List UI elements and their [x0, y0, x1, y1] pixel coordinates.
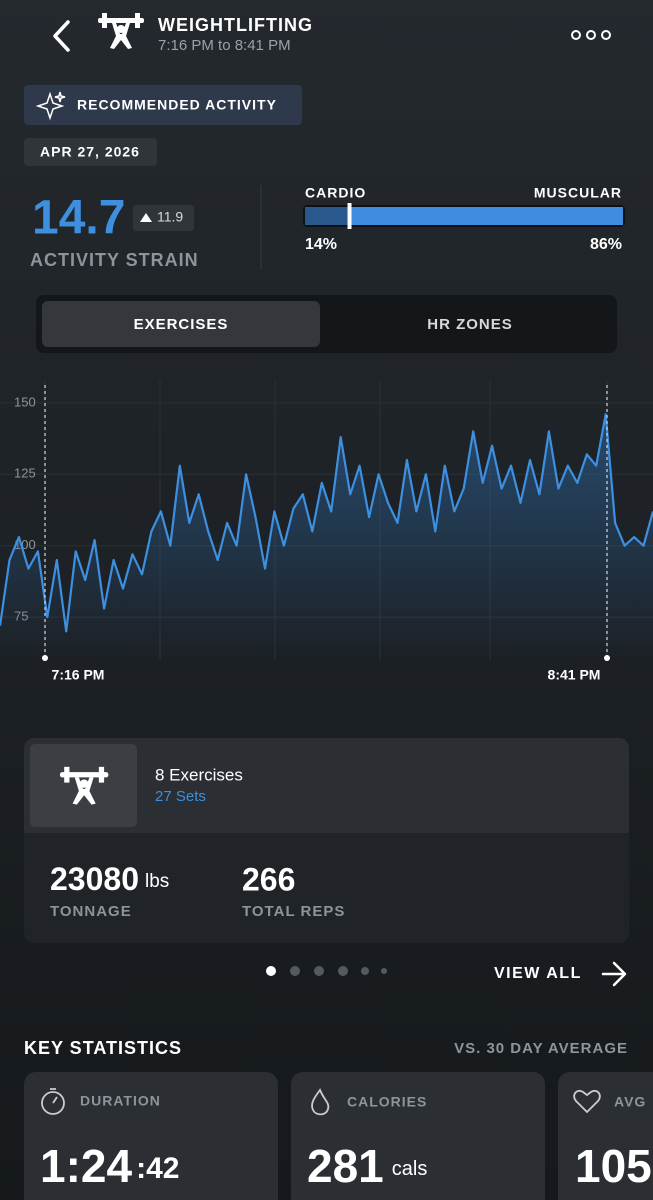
stat-card[interactable] — [24, 1072, 278, 1200]
time-marker-dot — [604, 655, 610, 661]
split-marker — [347, 203, 352, 229]
strain-change-badge — [133, 205, 194, 231]
tab-exercises[interactable]: EXERCISES — [134, 316, 229, 333]
hr-area — [0, 414, 653, 660]
stat-value: 281 cals — [307, 1140, 427, 1192]
strain-label: ACTIVITY STRAIN — [30, 250, 199, 270]
exercise-card-top — [24, 738, 629, 833]
time-marker-dot — [42, 655, 48, 661]
tonnage-label: TONNAGE — [50, 903, 132, 920]
key-stats-comparison: VS. 30 DAY AVERAGE — [454, 1040, 628, 1057]
view-all-arrow[interactable] — [601, 961, 627, 987]
stat-card[interactable] — [558, 1072, 653, 1200]
recommended-text: RECOMMENDED ACTIVITY — [77, 97, 277, 113]
cardio-segment — [305, 207, 350, 225]
activity-title: WEIGHTLIFTING — [158, 15, 313, 35]
set-count: 27 Sets — [155, 788, 206, 805]
y-tick-label: 125 — [14, 466, 36, 481]
sparkle-icon — [35, 91, 66, 121]
exercise-count: 8 Exercises — [155, 765, 243, 784]
back-button[interactable] — [53, 20, 70, 52]
reps-label: TOTAL REPS — [242, 903, 345, 920]
date: APR 27, 2026 — [40, 144, 140, 160]
end-time: 8:41 PM — [548, 667, 601, 683]
strain-change: 11.9 — [157, 209, 183, 225]
tonnage-unit: lbs — [145, 871, 169, 892]
activity-time: 7:16 PM to 8:41 PM — [158, 37, 291, 54]
tonnage-value: 23080 — [50, 861, 139, 897]
date-pill — [24, 138, 157, 166]
up-arrow — [140, 213, 152, 222]
y-tick-label: 150 — [14, 394, 36, 409]
heart-icon — [573, 1089, 601, 1114]
tab-selected — [42, 301, 320, 347]
heart-rate-chart: 751001251507:16 PM8:41 PM — [0, 380, 653, 683]
stat-card[interactable] — [291, 1072, 545, 1200]
more-menu[interactable] — [571, 30, 611, 40]
weightlifting-icon — [98, 13, 144, 49]
pagination — [266, 966, 387, 976]
cardio-title: CARDIO — [305, 185, 366, 201]
reps: 266 — [242, 861, 295, 897]
calories-value: 281 — [307, 1140, 384, 1192]
start-time: 7:16 PM — [52, 667, 105, 683]
muscular-percent: 86% — [590, 236, 622, 253]
duration-seconds: :42 — [136, 1152, 179, 1185]
stat-value: 1:24:42 — [40, 1140, 179, 1192]
stat-label: DURATION — [80, 1093, 161, 1109]
stopwatch-icon — [41, 1088, 65, 1115]
view-all[interactable]: VIEW ALL — [494, 965, 582, 982]
stat-value: 105 — [575, 1140, 652, 1192]
stat-label: CALORIES — [347, 1094, 427, 1110]
recommended-badge — [24, 85, 302, 125]
tonnage: 23080 lbs — [50, 861, 169, 897]
exercise-icon — [60, 766, 109, 805]
cardio-percent: 14% — [305, 236, 337, 253]
muscular-title: MUSCULAR — [534, 185, 622, 201]
muscular-segment — [349, 207, 623, 225]
tab-hr-zones[interactable]: HR ZONES — [427, 316, 513, 333]
strain-value: 14.7 — [32, 192, 125, 245]
key-stats-title: KEY STATISTICS — [24, 1038, 182, 1058]
calories-unit: cals — [392, 1158, 428, 1180]
hr-line — [0, 413, 653, 633]
stat-label: AVG — [614, 1094, 646, 1110]
duration-value: 1:24 — [40, 1140, 132, 1192]
flame-icon — [311, 1088, 330, 1116]
